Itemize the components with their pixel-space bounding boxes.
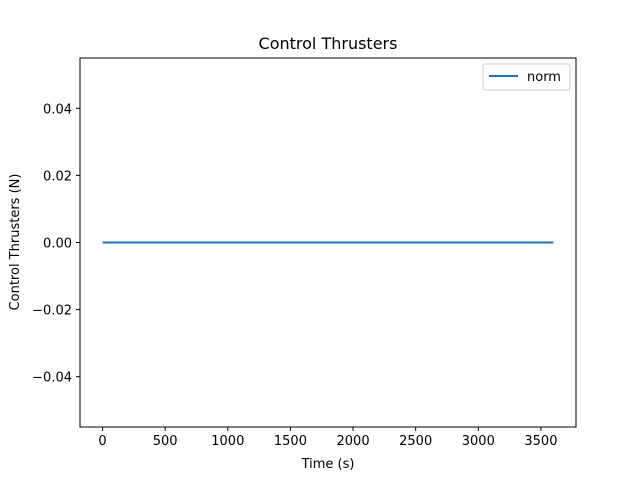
x-tick-label: 1500 xyxy=(274,434,307,449)
chart-title: Control Thrusters xyxy=(259,34,398,53)
x-tick-label: 0 xyxy=(98,434,106,449)
y-tick-label: −0.02 xyxy=(32,304,72,319)
x-tick-label: 500 xyxy=(153,434,178,449)
x-tick-label: 2500 xyxy=(399,434,432,449)
y-tick-label: 0.04 xyxy=(43,102,72,117)
x-axis-label: Time (s) xyxy=(301,457,355,472)
x-axis: 0 500 1000 1500 2000 2500 3000 3500 xyxy=(98,427,557,449)
x-tick-label: 1000 xyxy=(211,434,244,449)
y-tick-label: −0.04 xyxy=(32,371,72,386)
legend: norm xyxy=(482,63,571,91)
x-tick-label: 3000 xyxy=(462,434,495,449)
legend-label: norm xyxy=(527,70,561,85)
x-tick-label: 3500 xyxy=(524,434,557,449)
plot-frame xyxy=(79,57,577,428)
x-tick-label: 2000 xyxy=(337,434,370,449)
legend-box xyxy=(482,63,571,91)
y-tick-label: 0.02 xyxy=(43,169,72,184)
y-axis-label: Control Thrusters (N) xyxy=(8,174,23,311)
y-axis: −0.04 −0.02 0.00 0.02 0.04 xyxy=(32,102,80,386)
y-tick-label: 0.00 xyxy=(43,237,72,252)
